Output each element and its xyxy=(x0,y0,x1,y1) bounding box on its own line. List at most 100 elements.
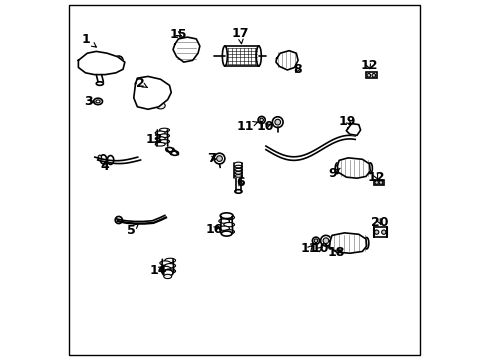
Circle shape xyxy=(216,156,222,161)
Circle shape xyxy=(350,127,356,132)
Text: 7: 7 xyxy=(207,152,216,165)
Ellipse shape xyxy=(159,140,169,143)
Ellipse shape xyxy=(148,83,157,90)
Ellipse shape xyxy=(157,86,166,93)
Polygon shape xyxy=(173,37,200,62)
Text: 15: 15 xyxy=(169,28,187,41)
Ellipse shape xyxy=(100,155,106,164)
Ellipse shape xyxy=(221,231,231,236)
Text: 20: 20 xyxy=(370,216,387,229)
Polygon shape xyxy=(275,51,298,70)
Circle shape xyxy=(274,119,280,125)
Polygon shape xyxy=(329,233,366,253)
Bar xyxy=(373,180,383,185)
Ellipse shape xyxy=(162,270,173,276)
Polygon shape xyxy=(134,76,171,109)
Ellipse shape xyxy=(224,230,234,234)
Bar xyxy=(373,227,386,237)
Circle shape xyxy=(104,56,113,64)
Text: 11: 11 xyxy=(236,120,257,133)
Circle shape xyxy=(115,216,122,224)
Text: 5: 5 xyxy=(126,224,138,237)
Text: 17: 17 xyxy=(231,27,248,44)
Circle shape xyxy=(258,116,264,123)
Text: 1: 1 xyxy=(81,33,96,47)
Text: 11: 11 xyxy=(300,242,318,255)
Polygon shape xyxy=(78,51,124,75)
Circle shape xyxy=(320,235,331,246)
Circle shape xyxy=(371,73,375,77)
Ellipse shape xyxy=(96,100,100,103)
Ellipse shape xyxy=(138,83,147,90)
Text: 18: 18 xyxy=(327,246,345,258)
Text: 13: 13 xyxy=(145,134,163,147)
Ellipse shape xyxy=(155,143,165,146)
Circle shape xyxy=(85,58,89,63)
Text: 2: 2 xyxy=(136,77,147,90)
Circle shape xyxy=(96,58,100,63)
Ellipse shape xyxy=(137,96,146,102)
Ellipse shape xyxy=(159,134,169,138)
Text: 12: 12 xyxy=(359,59,377,72)
Ellipse shape xyxy=(165,148,173,152)
Circle shape xyxy=(116,58,121,63)
Circle shape xyxy=(366,73,370,77)
Ellipse shape xyxy=(327,238,332,249)
Bar xyxy=(224,46,258,66)
Ellipse shape xyxy=(224,215,234,220)
Ellipse shape xyxy=(164,264,175,268)
Text: 9: 9 xyxy=(328,167,340,180)
Circle shape xyxy=(272,117,283,127)
Ellipse shape xyxy=(163,274,171,279)
Ellipse shape xyxy=(160,261,170,265)
Circle shape xyxy=(323,238,328,244)
Polygon shape xyxy=(346,123,360,135)
Text: 12: 12 xyxy=(367,171,385,184)
Ellipse shape xyxy=(367,163,372,174)
Ellipse shape xyxy=(160,266,170,271)
Circle shape xyxy=(312,237,319,244)
Bar xyxy=(365,72,376,78)
Ellipse shape xyxy=(164,269,175,273)
Ellipse shape xyxy=(256,46,261,66)
Ellipse shape xyxy=(98,155,102,161)
Ellipse shape xyxy=(159,128,169,132)
Text: 3: 3 xyxy=(83,95,95,108)
Circle shape xyxy=(83,56,91,64)
Text: 10: 10 xyxy=(256,120,273,133)
Ellipse shape xyxy=(164,258,175,262)
Ellipse shape xyxy=(93,98,102,105)
Ellipse shape xyxy=(218,219,229,223)
Polygon shape xyxy=(337,158,369,178)
Ellipse shape xyxy=(147,99,156,106)
Ellipse shape xyxy=(155,131,165,135)
Circle shape xyxy=(106,58,111,63)
Text: 19: 19 xyxy=(338,114,355,127)
Ellipse shape xyxy=(222,46,227,66)
Ellipse shape xyxy=(364,238,368,249)
Ellipse shape xyxy=(234,190,242,193)
Text: 10: 10 xyxy=(311,242,328,255)
Text: 4: 4 xyxy=(101,160,109,173)
Circle shape xyxy=(114,56,123,64)
Text: 14: 14 xyxy=(149,264,166,276)
Circle shape xyxy=(374,230,378,234)
Ellipse shape xyxy=(224,222,234,227)
Circle shape xyxy=(378,181,382,184)
Ellipse shape xyxy=(220,213,233,219)
Ellipse shape xyxy=(156,103,165,109)
Ellipse shape xyxy=(107,156,114,165)
Text: 8: 8 xyxy=(292,63,301,76)
Circle shape xyxy=(381,230,385,234)
Circle shape xyxy=(374,181,378,184)
Text: 6: 6 xyxy=(235,176,244,189)
Ellipse shape xyxy=(171,151,178,156)
Circle shape xyxy=(313,239,317,243)
Circle shape xyxy=(94,56,102,64)
Ellipse shape xyxy=(155,137,165,140)
Ellipse shape xyxy=(96,82,103,85)
Text: 16: 16 xyxy=(205,223,223,236)
Circle shape xyxy=(214,153,224,164)
Ellipse shape xyxy=(335,163,339,174)
Circle shape xyxy=(259,118,263,122)
